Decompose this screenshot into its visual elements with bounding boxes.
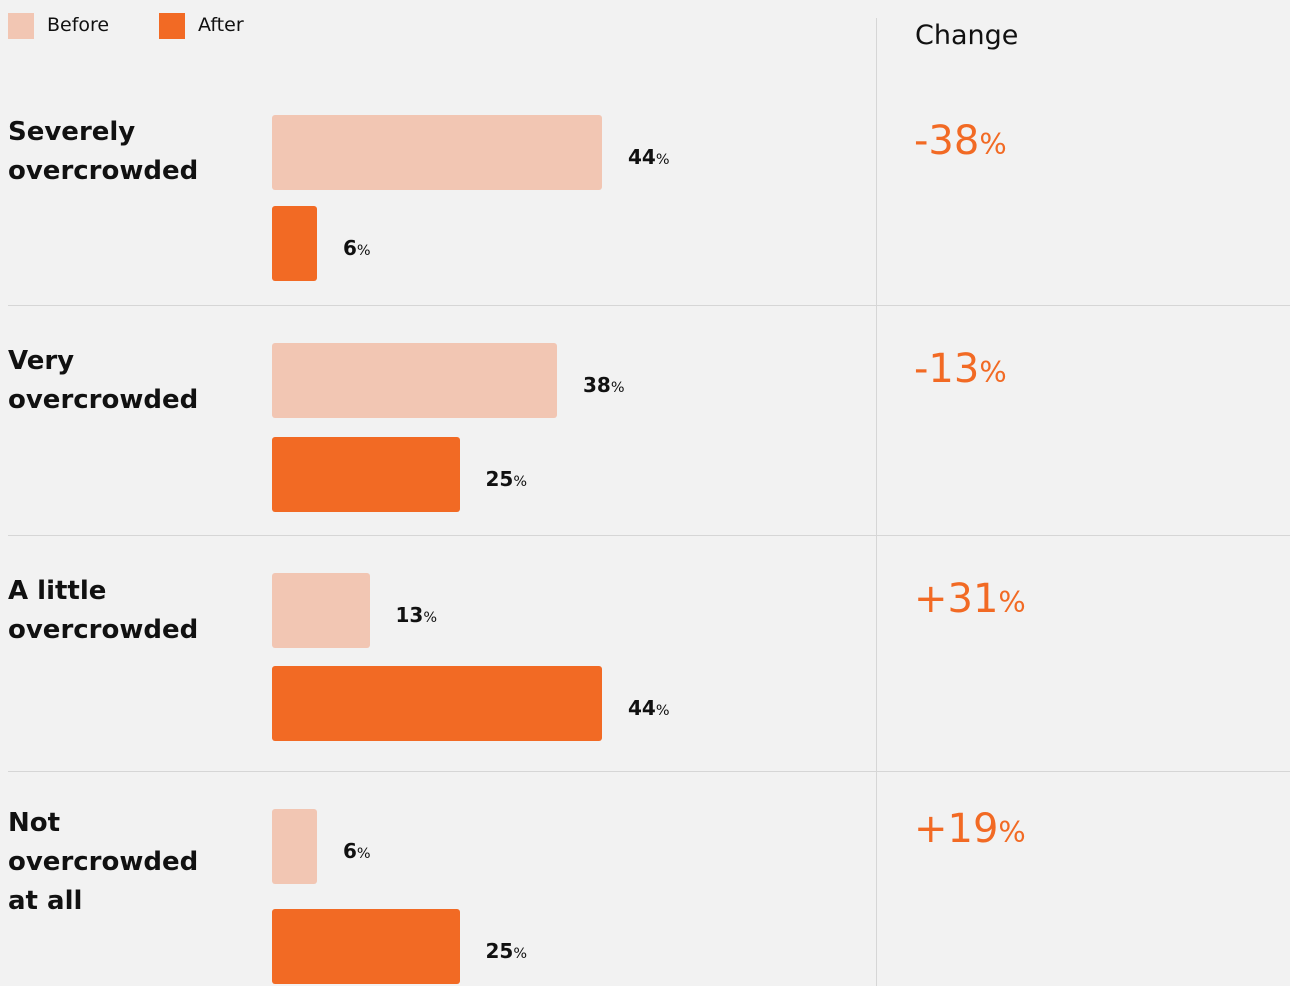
value-label: 38% [583,372,625,397]
change-label: -38% [914,118,1007,164]
legend-label: Before [47,14,110,36]
legend-label: After [198,14,244,36]
bar [272,206,317,281]
value-label: 6% [343,235,371,260]
category-label: Not overcrowded at all [8,808,199,916]
legend-swatch [159,13,185,39]
bar [272,809,317,884]
divider [876,18,877,986]
category-label: A little overcrowded [8,576,199,645]
bar [272,115,602,190]
value-label: 13% [395,602,438,627]
row-separator [8,771,1290,772]
bar [272,437,460,512]
change-title: Change [915,20,1019,51]
category-label: Severely overcrowded [8,117,199,186]
row-separator [8,305,1290,306]
value-label: 6% [343,838,371,863]
legend-swatch [8,13,34,39]
bar [272,343,557,418]
bar [272,666,602,741]
value-label: 25% [485,466,528,491]
change-label: -13% [914,346,1007,392]
value-label: 44% [628,144,670,169]
change-label: +19% [914,806,1026,852]
bar [272,909,460,984]
value-label: 44% [628,695,670,720]
change-label: +31% [914,576,1026,622]
bar [272,573,370,648]
category-label: Very overcrowded [8,346,199,415]
row-separator [8,535,1290,536]
value-label: 25% [485,938,528,963]
